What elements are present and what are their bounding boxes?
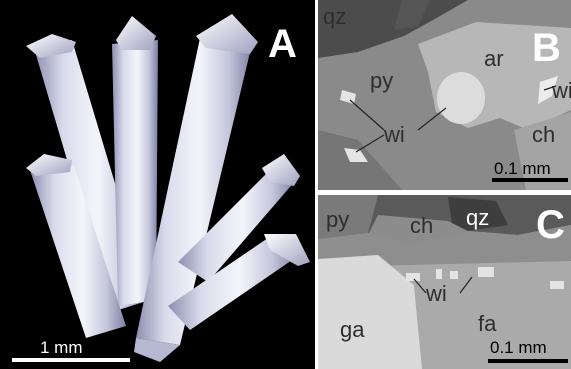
grain-wi bbox=[550, 281, 564, 289]
phase-ga bbox=[318, 255, 422, 369]
crystal-prism bbox=[134, 14, 258, 362]
grain-wi bbox=[340, 90, 356, 104]
grain-wi bbox=[436, 269, 442, 279]
grain-wi bbox=[538, 76, 558, 104]
label-wi-right: wi bbox=[552, 78, 571, 103]
scale-label-a: 1 mm bbox=[40, 338, 83, 357]
crystal-cluster-illustration bbox=[12, 14, 310, 362]
panel-a-crystal-image: A 1 mm bbox=[0, 0, 315, 369]
phase-fa bbox=[410, 261, 571, 369]
micrograph-c-phases bbox=[318, 195, 571, 369]
grain-wi bbox=[344, 148, 368, 162]
panel-letter-b: B bbox=[532, 26, 561, 70]
label-ar: ar bbox=[484, 46, 504, 71]
scale-bar bbox=[488, 359, 568, 363]
phase-qz bbox=[318, 0, 468, 58]
label-wi: wi bbox=[384, 122, 405, 147]
label-py: py bbox=[326, 207, 350, 232]
panel-letter-c: C bbox=[536, 203, 565, 247]
grain-wi bbox=[478, 267, 494, 277]
scale-bar bbox=[492, 178, 568, 182]
label-wi: wi bbox=[426, 281, 447, 306]
grain-wi bbox=[450, 271, 458, 279]
panel-letter-a: A bbox=[268, 22, 297, 66]
label-ch: ch bbox=[532, 122, 556, 147]
label-ch: ch bbox=[410, 213, 434, 238]
label-py: py bbox=[370, 68, 394, 93]
phase-py bbox=[318, 195, 378, 239]
scale-bar bbox=[12, 358, 130, 362]
panel-c-micrograph: py ch qz wi ga fa C 0.1 mm bbox=[318, 195, 571, 369]
phase-ch bbox=[514, 112, 571, 190]
label-fa: fa bbox=[478, 311, 497, 336]
label-qz: qz bbox=[323, 4, 347, 29]
crystal-prism bbox=[168, 234, 310, 330]
label-ga: ga bbox=[340, 317, 365, 342]
crystal-prism bbox=[178, 154, 300, 282]
grain-wi bbox=[406, 273, 420, 281]
crystal-prism bbox=[112, 16, 158, 306]
micrograph-b-phases bbox=[318, 0, 571, 190]
label-qz: qz bbox=[466, 205, 490, 230]
grain-wi bbox=[437, 72, 485, 124]
crystal-prism bbox=[26, 154, 126, 338]
scale-label-c: 0.1 mm bbox=[490, 338, 547, 357]
panel-b-micrograph: qz py ar wi wi ch B 0.1 mm bbox=[318, 0, 571, 190]
scale-label-b: 0.1 mm bbox=[494, 159, 551, 178]
